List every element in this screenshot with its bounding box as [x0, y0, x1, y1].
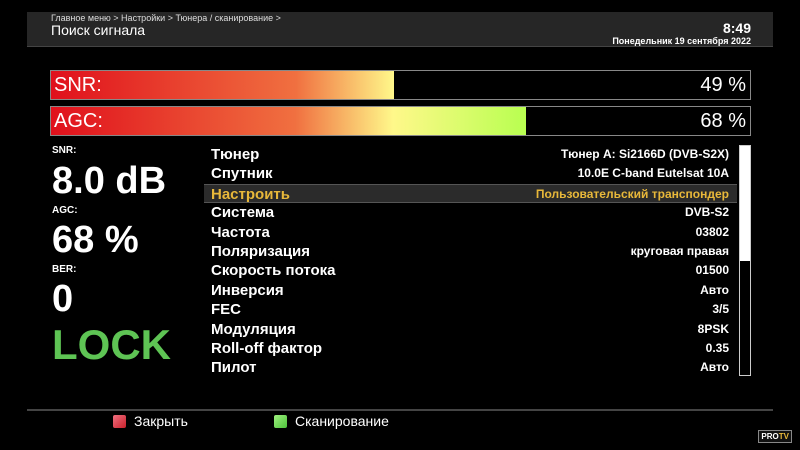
scrollbar[interactable] [739, 145, 751, 376]
close-label: Закрыть [134, 413, 188, 429]
item-label: FEC [211, 301, 241, 319]
list-item[interactable]: Скорость потока 01500 [204, 261, 737, 280]
agc-value: 68 % [52, 219, 139, 261]
ber-value: 0 [52, 278, 74, 320]
ber-label: BER: [52, 264, 77, 275]
item-value: 01500 [695, 263, 729, 278]
item-value: Авто [700, 360, 729, 375]
lock-status: LOCK [52, 321, 171, 368]
scan-label: Сканирование [295, 413, 389, 429]
item-label: Поляризация [211, 242, 311, 260]
snr-bar-fill [51, 71, 394, 99]
item-label: Спутник [211, 165, 273, 183]
page-title: Поиск сигнала [51, 22, 146, 38]
scan-button[interactable]: Сканирование [274, 413, 389, 429]
agc-label: AGC: [52, 205, 78, 216]
agc-bar-label: AGC: [54, 110, 103, 132]
item-label: Roll-off фактор [211, 339, 323, 357]
header: Главное меню > Настройки > Тюнера / скан… [27, 12, 773, 47]
breadcrumb: Главное меню > Настройки > Тюнера / скан… [51, 13, 281, 23]
list-item[interactable]: Roll-off фактор 0.35 [204, 339, 737, 358]
red-key-icon [113, 414, 126, 428]
list-item[interactable]: Частота 03802 [204, 223, 737, 242]
list-item[interactable]: Настроить Пользовательский транспондер [204, 183, 737, 204]
item-value: Авто [700, 282, 729, 297]
green-key-icon [274, 414, 287, 428]
item-label: Модуляция [211, 320, 296, 338]
snr-bar-label: SNR: [54, 74, 102, 96]
settings-list: Тюнер Тюнер A: Si2166D (DVB-S2X) Спутник 10… [204, 145, 737, 378]
list-item[interactable]: Модуляция 8PSK [204, 320, 737, 339]
close-button[interactable]: Закрыть [113, 413, 188, 429]
snr-value: 8.0 dB [52, 160, 167, 202]
list-item[interactable]: FEC 3/5 [204, 300, 737, 319]
list-item[interactable]: Система DVB-S2 [204, 203, 737, 222]
list-item[interactable]: Спутник 10.0E C-band Eutelsat 10A [204, 164, 737, 183]
item-value: круговая правая [630, 243, 729, 258]
item-value: Тюнер A: Si2166D (DVB-S2X) [560, 147, 729, 161]
item-value: 8PSK [697, 321, 729, 336]
list-item[interactable]: Тюнер Тюнер A: Si2166D (DVB-S2X) [204, 145, 737, 164]
item-value: 03802 [695, 224, 729, 239]
item-label: Скорость потока [211, 262, 336, 280]
item-label: Пилот [211, 359, 257, 377]
item-value: 0.35 [705, 340, 729, 355]
agc-bar: AGC: 68 % [50, 106, 751, 136]
divider [27, 409, 773, 411]
item-value: 3/5 [712, 302, 729, 317]
item-value: 10.0E C-band Eutelsat 10A [577, 166, 729, 181]
channel-logo: PROTV [758, 430, 792, 443]
list-item[interactable]: Пилот Авто [204, 358, 737, 377]
snr-bar: SNR: 49 % [50, 70, 751, 100]
item-value: DVB-S2 [684, 205, 729, 220]
list-item[interactable]: Поляризация круговая правая [204, 242, 737, 261]
snr-label: SNR: [52, 145, 77, 156]
scrollbar-thumb[interactable] [740, 146, 750, 261]
clock: 8:49 [722, 20, 751, 36]
agc-bar-fill [51, 107, 527, 135]
date: Понедельник 19 сентября 2022 [612, 36, 751, 46]
item-label: Тюнер [211, 146, 260, 163]
agc-bar-value: 68 % [700, 110, 746, 132]
item-label: Частота [211, 223, 270, 241]
item-value: Пользовательский транспондер [535, 186, 729, 201]
list-item[interactable]: Инверсия Авто [204, 281, 737, 300]
item-label: Инверсия [211, 281, 284, 299]
snr-bar-value: 49 % [700, 74, 746, 96]
item-label: Система [211, 204, 275, 222]
item-label: Настроить [211, 185, 290, 203]
